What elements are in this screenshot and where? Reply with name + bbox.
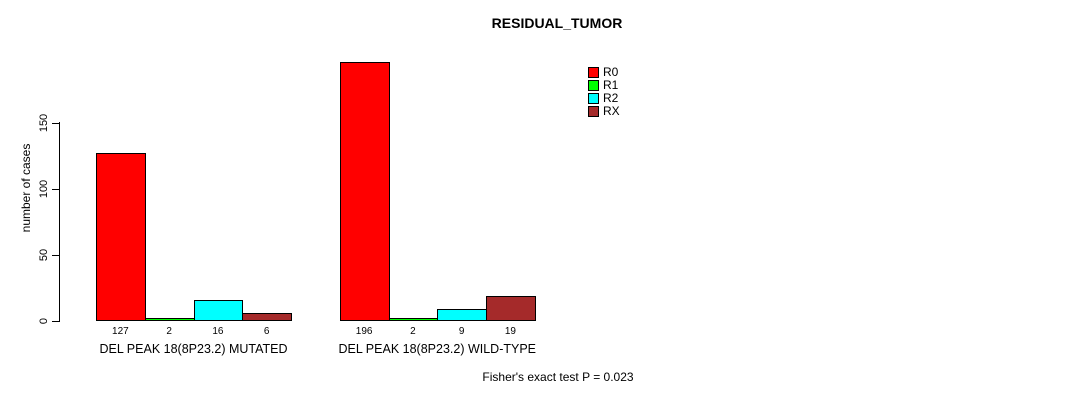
legend-swatch-r2 [588,93,599,104]
y-tick-label: 150 [38,113,50,133]
legend-label: R2 [603,91,619,105]
legend: R0 R1 R2 RX [588,66,620,118]
y-tick [52,188,59,190]
bar-r2-group2 [437,309,487,321]
bar-value-label: 2 [410,326,416,337]
legend-swatch-r0 [588,67,599,78]
bar-value-label: 196 [355,326,373,337]
bar-value-label: 127 [112,326,129,337]
legend-row: R2 [588,92,620,105]
legend-row: R0 [588,66,620,79]
y-axis-title: number of cases [19,143,33,233]
legend-label: RX [603,104,620,118]
bar-value-label: 2 [166,326,172,337]
group-label: DEL PEAK 18(8P23.2) MUTATED [99,342,288,356]
bar-value-label: 9 [458,326,465,337]
y-axis-line [59,122,60,322]
bar-r1-group2 [388,318,439,321]
bar-r1-group1 [144,318,195,321]
bar-rx-group1 [242,313,292,321]
y-tick-label: 50 [38,248,50,262]
legend-label: R1 [603,78,619,92]
bar-r0-group2 [339,62,390,321]
legend-swatch-rx [588,106,599,117]
bar-rx-group2 [486,296,536,321]
group-label: DEL PEAK 18(8P23.2) WILD-TYPE [338,342,537,356]
bar-r2-group1 [193,300,244,321]
legend-label: R0 [603,65,619,79]
chart-title: RESIDUAL_TUMOR [491,15,623,31]
bar-value-label: 19 [504,326,516,337]
legend-row: RX [588,105,620,118]
y-tick-label: 100 [38,179,50,199]
annotation-text: Fisher's exact test P = 0.023 [482,370,634,384]
legend-swatch-r1 [588,80,599,91]
y-tick-label: 0 [38,317,50,325]
legend-row: R1 [588,79,620,92]
y-tick [52,122,59,124]
bar-value-label: 6 [263,326,270,337]
y-tick [52,254,59,256]
y-tick [52,320,59,322]
bar-value-label: 16 [212,326,224,337]
bar-r0-group1 [96,153,146,321]
